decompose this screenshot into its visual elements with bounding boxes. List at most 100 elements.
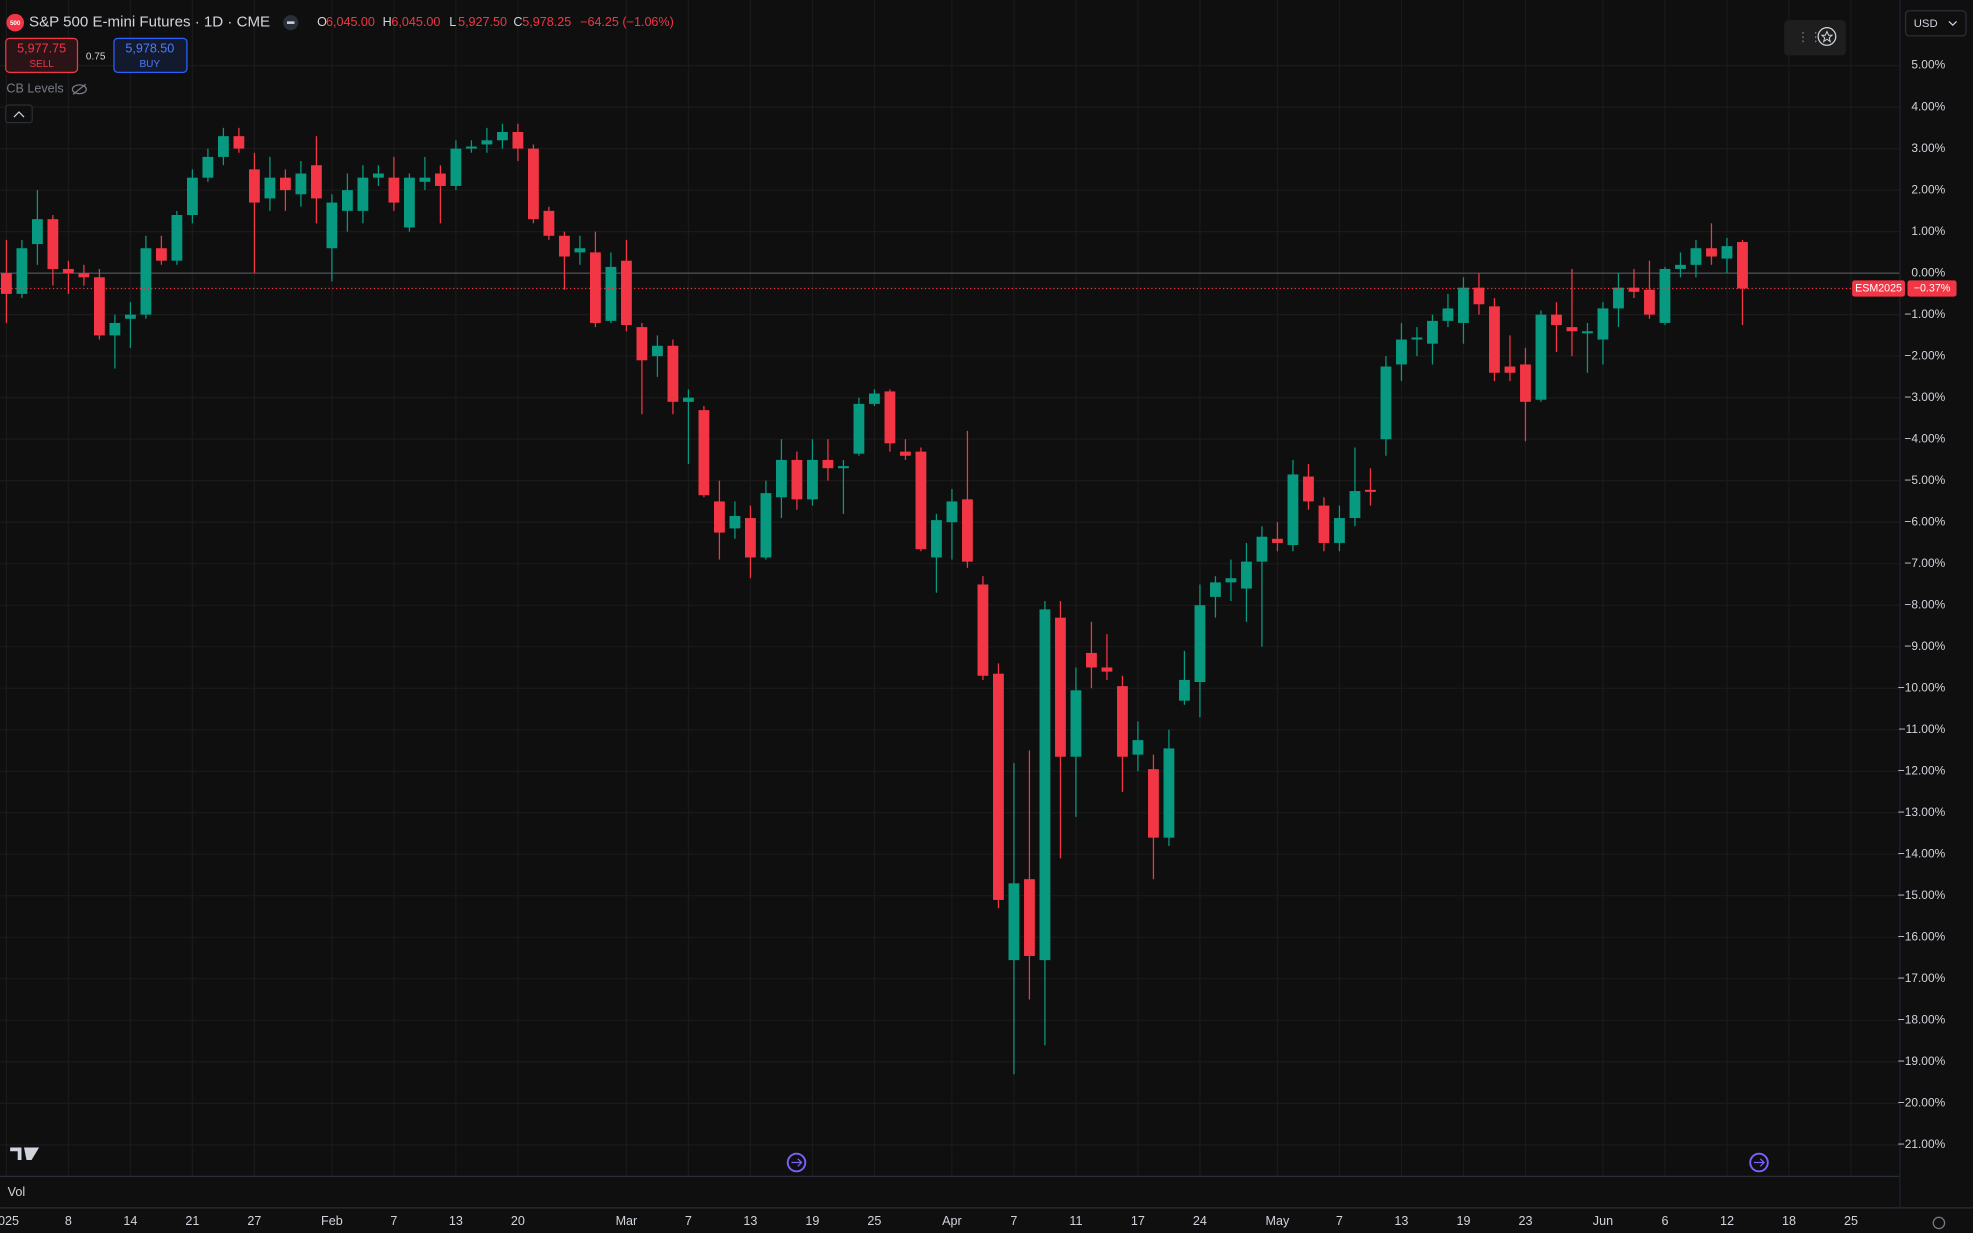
x-tick-label: Mar <box>616 1214 638 1228</box>
candle-body <box>264 177 276 199</box>
y-tick-label: −14.00% <box>1898 846 1946 860</box>
y-tick-label: −10.00% <box>1898 680 1946 694</box>
x-tick-label: May <box>1266 1214 1290 1228</box>
x-tick-label: 8 <box>65 1214 72 1228</box>
candle-body <box>310 165 322 199</box>
candle-body <box>388 177 400 203</box>
price-change: −64.25 (−1.06%) <box>580 15 674 29</box>
candle-body <box>1458 287 1469 323</box>
ohlc-key: C <box>513 15 522 29</box>
widget-icon[interactable] <box>1817 27 1837 46</box>
candle-body <box>1163 748 1175 838</box>
spread: 0.75 <box>86 51 106 62</box>
y-tick-label: −9.00% <box>1904 639 1945 653</box>
candle-body <box>1597 308 1609 340</box>
candle-body <box>1566 327 1578 332</box>
sell-button[interactable] <box>5 37 79 73</box>
symbol-logo <box>6 13 25 32</box>
candle-body <box>931 520 942 558</box>
event-marker[interactable] <box>1749 1152 1769 1173</box>
candle-body <box>279 177 291 191</box>
y-tick-label: −15.00% <box>1898 888 1946 902</box>
candle-body <box>93 277 105 336</box>
candle-body <box>853 403 865 454</box>
candle-body <box>78 273 90 278</box>
candle-body <box>155 248 167 261</box>
ohlc-value: 5,927.50 <box>458 15 507 29</box>
ohlc-values: O 6,045.00 H 6,045.00 L 5,927.50 C 5,978.25 <box>317 15 571 29</box>
candle-body <box>1272 538 1283 543</box>
candle-body <box>1210 582 1221 597</box>
candle-body <box>1473 287 1485 305</box>
candle-body <box>1349 491 1361 519</box>
candle-body <box>171 215 183 261</box>
buy-price: 5,978.50 <box>125 41 174 55</box>
x-tick-label: 19 <box>1456 1214 1470 1228</box>
widget-star <box>1820 30 1834 43</box>
candle-body <box>1318 505 1330 543</box>
candle-body <box>16 248 28 294</box>
candle-body <box>1086 652 1097 668</box>
currency-caret <box>1948 20 1957 27</box>
candle-body <box>140 248 152 315</box>
candle-body <box>419 177 431 182</box>
candle-body <box>698 410 710 496</box>
candle-body <box>295 173 307 195</box>
symbol-title[interactable]: S&P 500 E-mini Futures · 1D · CME <box>29 14 270 31</box>
x-tick-label: 11 <box>1069 1214 1082 1228</box>
candle-body <box>326 202 338 249</box>
candle-body <box>559 235 570 257</box>
x-tick-label: 7 <box>1336 1214 1343 1228</box>
candle-body <box>1070 690 1082 757</box>
ohlc-key: H <box>383 15 392 29</box>
candle-body <box>838 466 849 469</box>
x-tick-label: 12 <box>1720 1214 1734 1228</box>
logo-text: 500 <box>10 20 21 27</box>
sell-label: SELL <box>29 59 54 70</box>
candle-body <box>0 273 12 294</box>
indicator-name[interactable]: CB Levels <box>6 82 63 96</box>
candle-body <box>465 146 477 149</box>
candle-body <box>1380 366 1392 440</box>
y-tick-label: −11.00% <box>1899 722 1946 736</box>
y-tick-label: −8.00% <box>1904 597 1945 611</box>
candle-body <box>962 499 973 562</box>
candle-body <box>1690 248 1702 265</box>
y-tick-label: −12.00% <box>1898 763 1946 777</box>
x-tick-label: 7 <box>390 1214 397 1228</box>
candle-body <box>1365 489 1376 492</box>
settings-icon[interactable] <box>1932 1216 1946 1230</box>
candle-body <box>528 148 539 220</box>
candle-body <box>372 173 384 178</box>
candle-body <box>884 391 896 444</box>
candle-body <box>1024 879 1035 956</box>
symbol-tag <box>1852 280 1905 297</box>
event-marker[interactable] <box>786 1152 807 1173</box>
candle-body <box>1551 314 1562 326</box>
candle-body <box>31 219 43 245</box>
collapse-icon <box>13 111 25 118</box>
currency: USD <box>1914 18 1938 30</box>
candle-body <box>760 493 772 558</box>
buy-button[interactable] <box>113 37 188 73</box>
x-tick-label: 2025 <box>0 1214 19 1228</box>
y-tick-label: −2.00% <box>1904 348 1945 362</box>
ohlc-key: O <box>317 15 327 29</box>
candle-body <box>1256 536 1268 562</box>
x-tick-label: 14 <box>123 1214 137 1228</box>
candle-body <box>186 177 198 216</box>
x-tick-label: 13 <box>449 1214 463 1228</box>
x-tick-label: 13 <box>1394 1214 1408 1228</box>
y-tick-label: −20.00% <box>1898 1095 1946 1109</box>
collapse-button[interactable] <box>5 104 33 124</box>
candle-body <box>621 260 632 326</box>
candle-body <box>1737 242 1748 289</box>
event-marker-icon <box>791 1158 803 1167</box>
currency-button[interactable] <box>1904 10 1967 37</box>
visibility-icon[interactable] <box>71 84 87 95</box>
candle-body <box>1582 331 1593 334</box>
x-tick-label: 17 <box>1131 1214 1145 1228</box>
candle-body <box>1287 474 1299 546</box>
candle-body <box>1194 605 1206 683</box>
x-tick-label: 7 <box>685 1214 692 1228</box>
